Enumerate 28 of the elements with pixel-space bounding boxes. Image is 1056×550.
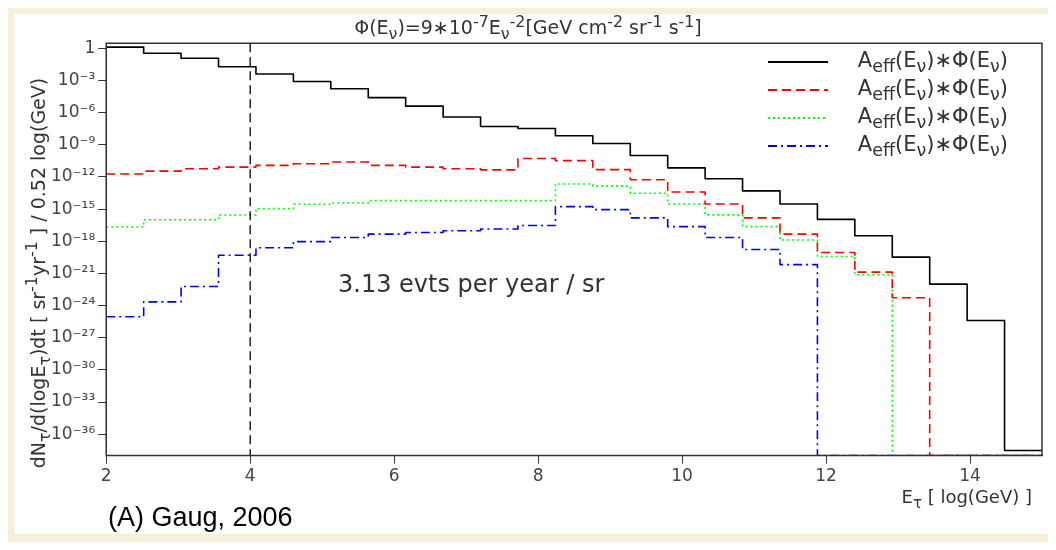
x-tick-label: 2: [100, 465, 112, 486]
x-tick-label: 4: [244, 465, 256, 486]
x-tick-label: 14: [959, 465, 981, 486]
x-tick-label: 8: [532, 465, 544, 486]
legend-label: A$_{eff}$(E$_{ν}$)∗Φ(E$_{ν}$): [857, 131, 1008, 161]
y-tick-label: 10⁻²¹: [50, 261, 96, 282]
y-tick-label: 10⁻⁶: [57, 101, 96, 122]
legend-label: A$_{eff}$(E$_{ν}$)∗Φ(E$_{ν}$): [857, 103, 1008, 133]
y-tick-label: 10⁻²⁴: [50, 293, 96, 314]
y-tick-label: 10⁻³: [57, 68, 96, 89]
y-tick-label: 1: [84, 36, 96, 57]
x-axis-title: E$_{τ}$ [ log(GeV) ]: [901, 486, 1032, 512]
x-tick-label: 6: [388, 465, 400, 486]
y-tick-label: 10⁻³⁰: [50, 358, 96, 379]
y-tick-label: 10⁻¹²: [50, 165, 96, 186]
text: (A) Gaug, 2006: [108, 502, 293, 533]
x-tick-label: 10: [671, 465, 693, 486]
y-tick-label: 10⁻³³: [50, 390, 96, 411]
y-tick-label: 10⁻⁹: [57, 133, 96, 154]
chart-title: Φ(E$_{ν}$)=9∗10$^{-7}$E$_{ν}$$^{-2}$[GeV cm$^{-2}$ sr$^{-1}$ s$^{-1}$]: [354, 12, 702, 44]
y-tick-label: 10⁻²⁷: [50, 326, 96, 347]
y-tick-label: 10⁻¹⁸: [50, 229, 96, 250]
x-tick-label: 12: [815, 465, 837, 486]
legend-label: A$_{eff}$(E$_{ν}$)∗Φ(E$_{ν}$): [857, 75, 1008, 105]
legend-label: A$_{eff}$(E$_{ν}$)∗Φ(E$_{ν}$): [857, 47, 1008, 77]
y-tick-label: 10⁻¹⁵: [50, 197, 96, 218]
annotation: 3.13 evts per year / sr: [338, 270, 605, 298]
y-tick-label: 10⁻³⁶: [50, 422, 96, 443]
